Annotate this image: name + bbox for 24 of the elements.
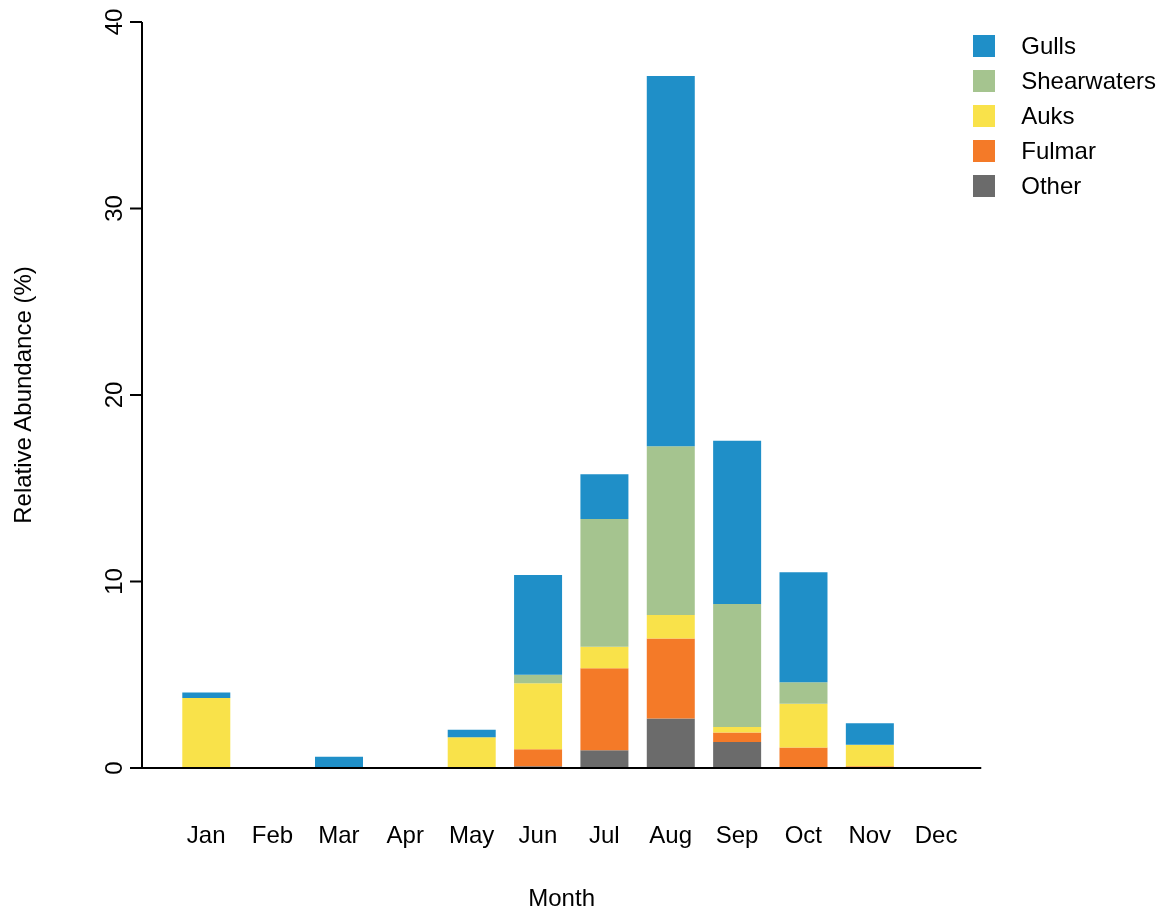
- x-tick-label: Jul: [588, 821, 620, 849]
- legend-label: Fulmar: [1021, 136, 1096, 165]
- y-tick-label: 20: [100, 381, 127, 409]
- legend-label: Shearwaters: [1021, 66, 1156, 95]
- x-axis-title: Month: [528, 884, 595, 911]
- x-tick-label: Jan: [186, 821, 226, 849]
- x-tick-label: Dec: [914, 821, 958, 849]
- y-tick-label: 0: [100, 761, 127, 775]
- legend-label: Auks: [1021, 101, 1075, 130]
- x-tick-label: Feb: [251, 821, 294, 849]
- x-tick-label: Oct: [784, 821, 823, 849]
- y-axis-title: Relative Abundance (%): [8, 266, 36, 524]
- x-tick-label: Apr: [386, 821, 424, 849]
- y-tick-label: 40: [100, 8, 127, 36]
- legend-label: Gulls: [1021, 31, 1076, 60]
- x-tick-label: Nov: [848, 821, 892, 849]
- x-tick-label: May: [448, 821, 495, 849]
- y-tick-label: 10: [100, 568, 127, 595]
- x-tick-label: Mar: [318, 821, 360, 849]
- x-tick-label: Aug: [649, 821, 693, 849]
- legend-label: Other: [1021, 171, 1082, 200]
- x-tick-label: Sep: [715, 821, 759, 849]
- x-tick-label: Jun: [518, 821, 558, 849]
- y-tick-label: 30: [100, 195, 127, 222]
